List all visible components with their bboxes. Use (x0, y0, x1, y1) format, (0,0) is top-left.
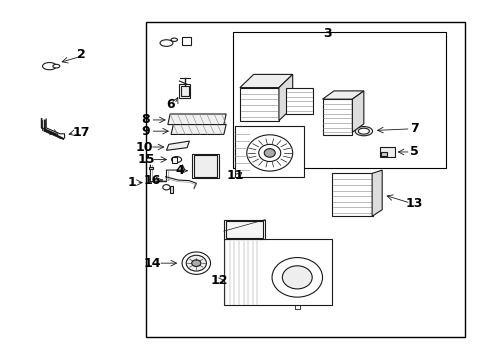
Text: 14: 14 (143, 257, 161, 270)
Text: 2: 2 (77, 48, 86, 61)
Bar (224, 220, 264, 239)
Bar (191, 154, 219, 178)
Bar (170, 186, 173, 193)
Ellipse shape (53, 64, 60, 68)
Polygon shape (167, 114, 225, 125)
Bar (285, 87, 313, 114)
Bar (172, 157, 177, 162)
Ellipse shape (354, 126, 372, 136)
Bar (179, 84, 190, 98)
Ellipse shape (163, 185, 170, 190)
Text: 16: 16 (144, 174, 161, 186)
Polygon shape (322, 91, 363, 99)
Text: 11: 11 (226, 168, 244, 181)
Ellipse shape (171, 38, 177, 41)
Text: 9: 9 (141, 125, 150, 138)
Polygon shape (240, 75, 292, 87)
Ellipse shape (282, 266, 311, 289)
Polygon shape (371, 170, 382, 216)
Ellipse shape (171, 157, 181, 162)
Bar (322, 99, 352, 135)
Bar (225, 221, 263, 238)
Bar (224, 239, 331, 305)
Text: 8: 8 (141, 113, 150, 126)
Bar (331, 174, 372, 216)
Text: 13: 13 (405, 197, 422, 210)
Ellipse shape (358, 128, 368, 134)
Bar (149, 167, 153, 170)
Bar (181, 86, 188, 96)
Text: 15: 15 (137, 153, 154, 166)
Ellipse shape (42, 63, 56, 70)
Text: 3: 3 (322, 27, 331, 40)
Bar (181, 37, 190, 45)
Text: 1: 1 (127, 176, 136, 189)
Bar (381, 152, 386, 156)
Polygon shape (352, 91, 363, 132)
Bar (194, 155, 217, 177)
Text: 12: 12 (210, 274, 227, 287)
Ellipse shape (271, 257, 322, 297)
Text: 7: 7 (409, 122, 418, 135)
Ellipse shape (264, 149, 275, 157)
Polygon shape (171, 125, 225, 135)
Bar (379, 147, 394, 157)
Ellipse shape (191, 260, 201, 266)
Bar (233, 32, 446, 168)
Bar (240, 87, 278, 121)
Polygon shape (166, 141, 189, 150)
Text: 5: 5 (409, 145, 418, 158)
Text: 10: 10 (135, 140, 153, 153)
Ellipse shape (258, 144, 280, 162)
Ellipse shape (246, 135, 292, 171)
Bar (145, 22, 464, 337)
Ellipse shape (160, 40, 173, 46)
Bar (235, 126, 304, 177)
Ellipse shape (182, 252, 210, 274)
Text: 17: 17 (73, 126, 90, 139)
Polygon shape (278, 75, 292, 121)
Text: 4: 4 (176, 164, 184, 177)
Text: 6: 6 (166, 98, 175, 111)
Ellipse shape (186, 255, 206, 271)
